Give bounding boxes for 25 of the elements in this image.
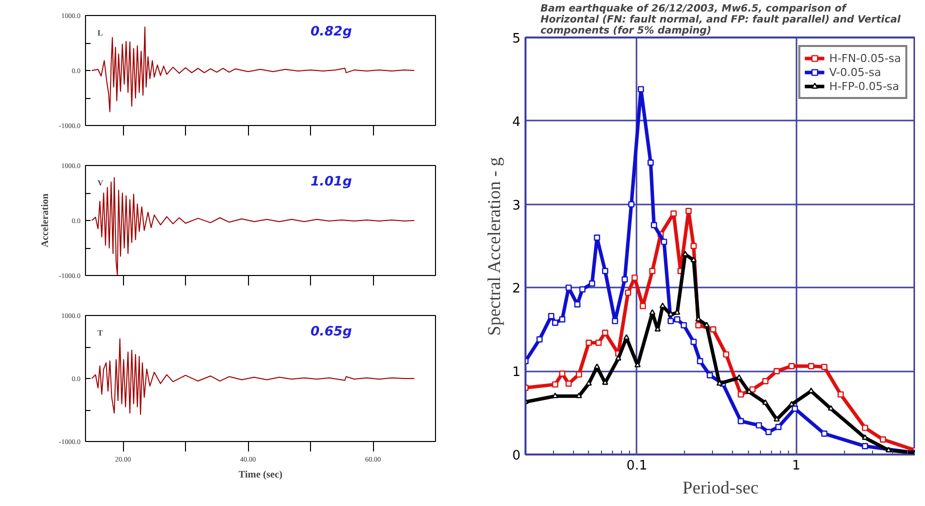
annotation: T (98, 328, 104, 338)
y-axis-title: Acceleration (40, 193, 51, 248)
line-series (91, 177, 415, 276)
x-tick-label: 1 (792, 458, 800, 474)
annotation: 1.01g (310, 174, 352, 190)
legend-label: V-0.05-sa (829, 65, 882, 79)
annotation: 0.82g (310, 24, 352, 40)
legend-label: H-FP-0.05-sa (829, 79, 900, 93)
chart-title: Bam earthquake of 26/12/2003, Mw6.5, comparison of Horizontal (FN: fault normal, and FP: fault parallel) and Vertical components (for 5% damping) (540, 4, 902, 36)
y-tick-label: 0 (512, 448, 521, 464)
x-tick-label: 0.1 (626, 458, 648, 474)
legend-label: H-FN-0.05-sa (829, 51, 901, 65)
line-series (91, 338, 415, 415)
y-tick-label: 5 (512, 32, 521, 46)
y-tick-label: 4 (512, 114, 521, 130)
line-series (91, 26, 415, 112)
annotation: L (98, 28, 103, 38)
annotation: V (98, 178, 104, 188)
x-axis-title: Period-sec (682, 478, 758, 498)
y-tick-label: 1 (512, 365, 521, 380)
y-tick-label: 2 (512, 282, 521, 297)
annotation: 0.65g (310, 324, 352, 340)
x-axis-title: Time (sec) (238, 470, 282, 480)
y-tick-label: 3 (512, 198, 521, 214)
y-axis-title: Spectral Acceleration - g (484, 157, 504, 336)
